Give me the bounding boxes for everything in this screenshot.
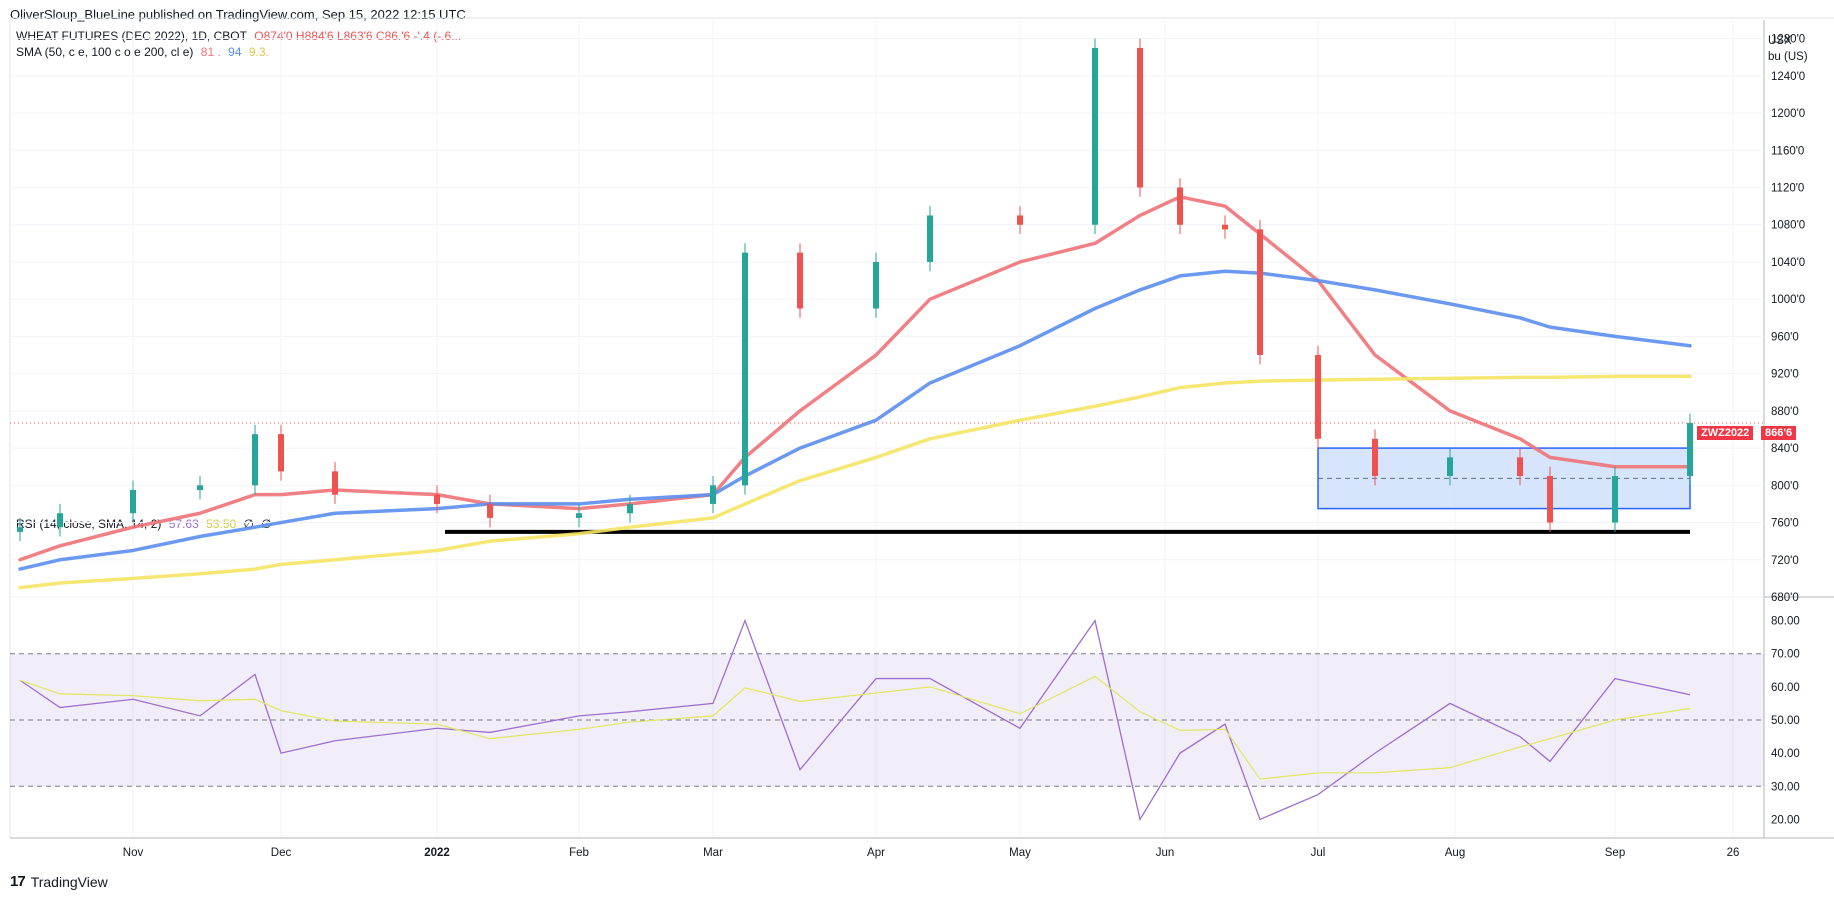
price-tick-label-12: 800'0	[1771, 480, 1799, 492]
time-tick-label-11: 26	[1727, 847, 1740, 859]
candle-body-10	[627, 503, 633, 514]
rsi-extra-1: ∅	[243, 517, 254, 531]
candle-body-4	[252, 434, 258, 486]
candle-body-18	[1137, 47, 1143, 188]
rsi-tick-label-1: 70.00	[1771, 649, 1800, 661]
rsi-ma-line	[19, 675, 1691, 780]
brand-name: TradingView	[30, 873, 108, 890]
time-tick-label-6: May	[1009, 847, 1031, 859]
sma-legend[interactable]: SMA (50, c e, 100 c o e 200, cl e) 81 . …	[16, 45, 273, 59]
time-tick-label-10: Sep	[1605, 847, 1625, 859]
time-tick-label-5: Apr	[867, 847, 885, 859]
sma200-value: 9.3.	[248, 45, 269, 59]
time-tick-label-3: Feb	[569, 847, 589, 859]
time-tick-label-9: Aug	[1445, 847, 1465, 859]
time-tick-label-0: Nov	[123, 847, 144, 859]
rsi-tick-label-5: 30.00	[1771, 781, 1800, 793]
price-tick-label-0: 1280'0	[1771, 34, 1805, 46]
candle-body-25	[1517, 457, 1523, 477]
candle-body-13	[797, 252, 803, 309]
time-tick-label-4: Mar	[703, 847, 723, 859]
symbol-price-badge: ZWZ2022	[1697, 426, 1754, 440]
price-tick-label-7: 1000'0	[1771, 294, 1805, 306]
candle-body-26	[1547, 476, 1553, 523]
price-tick-label-15: 680'0	[1771, 592, 1799, 604]
price-tick-label-6: 1040'0	[1771, 257, 1805, 269]
rsi-tick-label-2: 60.00	[1771, 682, 1800, 694]
candle-body-23	[1372, 438, 1378, 477]
tradingview-logo-icon: 17	[10, 873, 26, 890]
price-tick-label-9: 920'0	[1771, 369, 1799, 381]
candle-body-24	[1447, 457, 1453, 477]
rsi-tick-label-0: 80.00	[1771, 616, 1800, 628]
ohlc-values: O874'0 H884'6 L863'6 C86.'6 -'.4 (-.6...	[254, 29, 462, 43]
candle-body-1	[57, 513, 63, 528]
candle-body-2	[130, 489, 136, 514]
rsi-ma-value: 53.50	[206, 517, 237, 531]
price-tick-label-13: 760'0	[1771, 518, 1799, 530]
candle-body-14	[873, 261, 879, 309]
candle-body-9	[576, 513, 582, 518]
candle-body-27	[1612, 476, 1618, 523]
candle-body-21	[1257, 229, 1263, 356]
candle-body-8	[487, 503, 493, 518]
rsi-value: 57.63	[168, 517, 199, 531]
candle-body-5	[278, 434, 284, 472]
time-tick-label-1: Dec	[271, 847, 292, 859]
candle-body-0	[17, 527, 23, 532]
price-tick-label-8: 960'0	[1771, 331, 1799, 343]
price-tick-label-10: 880'0	[1771, 406, 1799, 418]
candle-body-22	[1315, 355, 1321, 439]
time-tick-label-2: 2022	[424, 847, 450, 859]
candle-body-6	[332, 471, 338, 495]
candle-body-20	[1222, 224, 1228, 230]
candle-body-17	[1092, 47, 1098, 225]
candle-body-28	[1687, 422, 1693, 477]
price-unit-top: USX	[1768, 35, 1792, 47]
candle-body-16	[1017, 215, 1023, 225]
candle-body-7	[434, 494, 440, 504]
main-legend[interactable]: WHEAT FUTURES (DEC 2022), 1D, CBOT O874'…	[16, 29, 465, 43]
time-tick-label-7: Jun	[1156, 847, 1175, 859]
symbol-title: WHEAT FUTURES (DEC 2022), 1D, CBOT	[16, 29, 247, 43]
rsi-tick-label-6: 20.00	[1771, 814, 1800, 826]
price-tick-label-11: 840'0	[1771, 443, 1799, 455]
candle-body-15	[927, 215, 933, 262]
sma-title: SMA (50, c e, 100 c o e 200, cl e)	[16, 45, 194, 59]
candle-body-12	[742, 252, 748, 486]
sma-line-2	[18, 269, 1692, 571]
last-price-badge: 866'6	[1761, 426, 1797, 440]
price-tick-label-2: 1200'0	[1771, 108, 1805, 120]
candle-body-19	[1177, 187, 1183, 225]
price-tick-label-4: 1120'0	[1771, 183, 1804, 195]
rsi-tick-label-3: 50.00	[1771, 715, 1800, 727]
candle-body-11	[710, 485, 716, 504]
price-tick-label-1: 1240'0	[1771, 71, 1805, 83]
rsi-tick-label-4: 40.00	[1771, 748, 1800, 760]
price-tick-label-5: 1080'0	[1771, 220, 1805, 232]
price-unit-bottom: bu (US)	[1768, 51, 1808, 63]
price-tick-label-3: 1160'0	[1771, 145, 1804, 157]
sma50-value: 81 .	[200, 45, 221, 59]
time-tick-label-8: Jul	[1311, 847, 1326, 859]
price-tick-label-14: 720'0	[1771, 555, 1799, 567]
candle-body-3	[197, 485, 203, 490]
sma100-value: 94	[228, 45, 245, 59]
footer-brand[interactable]: 17 TradingView	[10, 873, 108, 890]
